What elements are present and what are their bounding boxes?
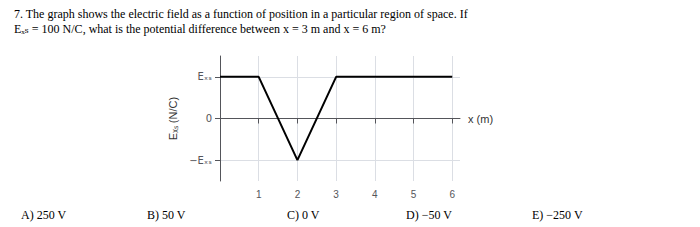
- svg-text:4: 4: [372, 189, 378, 200]
- svg-text:6: 6: [449, 189, 455, 200]
- svg-text:Eₓₛ = 100 N/C, what is the pot: Eₓₛ = 100 N/C, what is the potential dif…: [14, 22, 386, 36]
- svg-text:7. The graph shows the electri: 7. The graph shows the electric field as…: [14, 7, 468, 21]
- svg-text:−Eₓₛ: −Eₓₛ: [189, 155, 212, 166]
- svg-text:B) 50 V: B) 50 V: [147, 208, 186, 222]
- svg-text:0: 0: [206, 113, 212, 124]
- svg-text:3: 3: [333, 189, 339, 200]
- svg-text:5: 5: [411, 189, 417, 200]
- svg-text:Eₓₛ (N/C): Eₓₛ (N/C): [167, 97, 179, 140]
- svg-text:1: 1: [256, 189, 262, 200]
- svg-text:D) −50 V: D) −50 V: [406, 208, 452, 222]
- svg-text:E) −250 V: E) −250 V: [532, 208, 583, 222]
- svg-text:Eₓₛ: Eₓₛ: [198, 71, 213, 82]
- svg-text:C) 0 V: C) 0 V: [287, 208, 320, 222]
- svg-text:x (m): x (m): [468, 113, 493, 125]
- svg-text:2: 2: [295, 189, 301, 200]
- svg-text:A) 250 V: A) 250 V: [21, 208, 66, 222]
